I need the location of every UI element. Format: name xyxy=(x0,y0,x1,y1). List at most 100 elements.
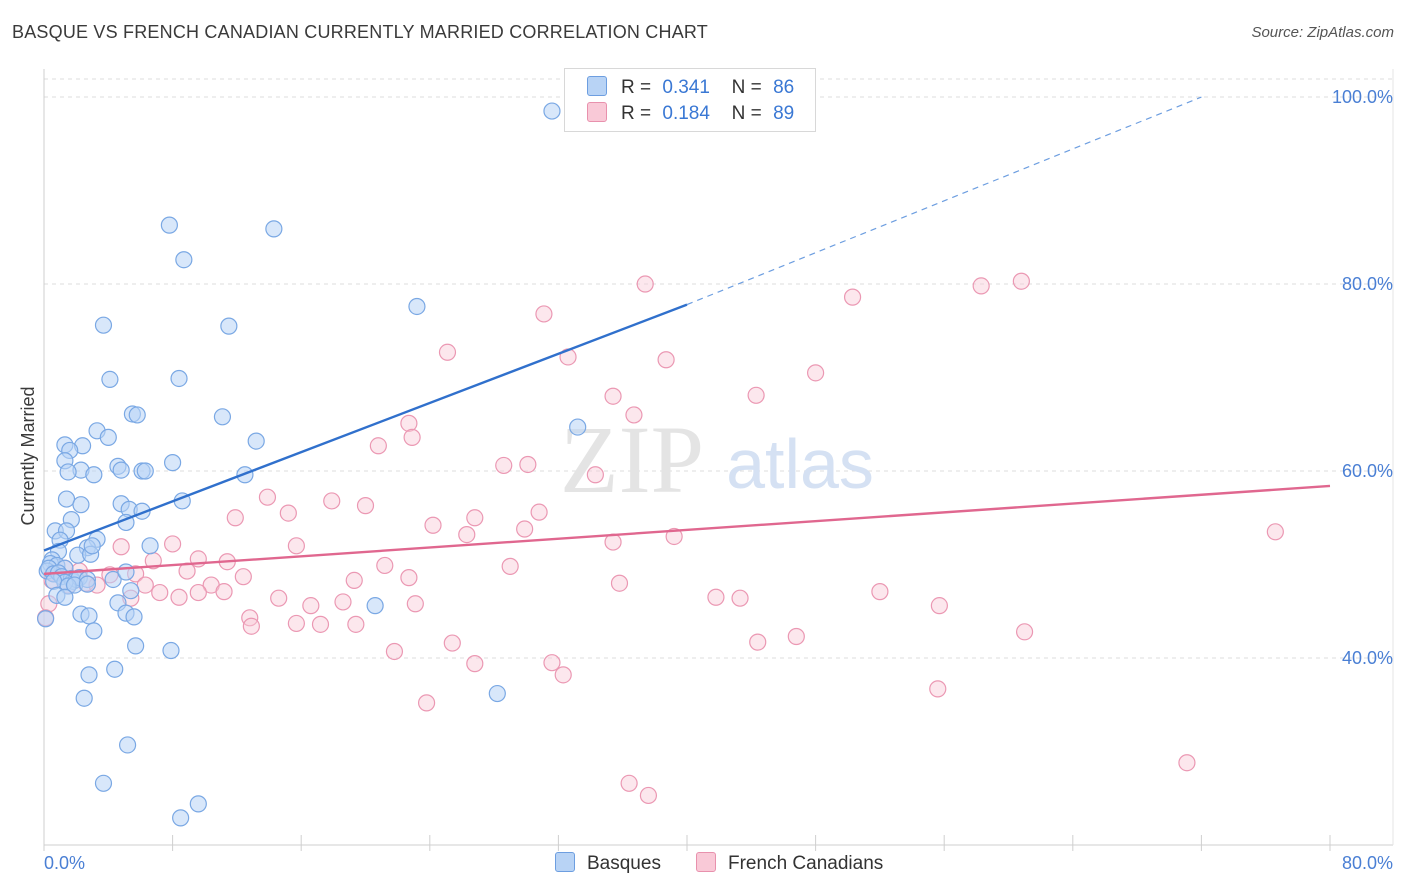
french-canadians-point xyxy=(311,615,330,633)
axes xyxy=(43,69,1394,851)
basques-point xyxy=(56,588,74,606)
basques-point xyxy=(172,809,190,827)
french-canadians-point xyxy=(347,615,365,633)
legend-n-label: N = xyxy=(731,103,762,124)
bottom-legend-label-basques: Basques xyxy=(587,853,661,874)
french-canadians-point xyxy=(843,288,862,306)
bottom-legend-label-french-canadians: French Canadians xyxy=(728,853,884,874)
legend-r-value-french-canadians: 0.184 xyxy=(662,103,710,124)
french-canadians-point xyxy=(242,617,260,635)
basques-trend-line xyxy=(43,303,688,552)
legend-n-value-french-canadians: 89 xyxy=(773,103,795,124)
french-canadians-point xyxy=(806,364,825,382)
basques-point xyxy=(85,466,103,484)
basques-point xyxy=(164,454,182,472)
french-canadians-point xyxy=(151,583,169,602)
french-canadians-point xyxy=(787,627,805,646)
x-tick-label-max: 80.0% xyxy=(1342,853,1393,873)
french-canadians-point xyxy=(438,343,457,361)
basques-point xyxy=(94,316,113,334)
french-canadians-point xyxy=(356,497,375,515)
basques-point xyxy=(75,689,93,707)
basques-point xyxy=(117,563,135,581)
french-canadians-point xyxy=(400,569,418,587)
legend-row-basques: R = 0.341 N = 86 xyxy=(587,76,794,100)
french-canadians-point xyxy=(495,456,513,475)
french-canadians-point xyxy=(466,509,484,527)
french-canadians-point xyxy=(554,666,572,684)
french-canadians-point xyxy=(400,414,418,432)
watermark: ZIP atlas xyxy=(560,406,874,513)
french-canadians-point xyxy=(164,535,182,553)
legend-r-label: R = xyxy=(621,77,652,98)
french-canadians-point xyxy=(443,634,461,652)
french-canadians-point xyxy=(406,595,424,613)
basques-point xyxy=(45,572,63,590)
basques-point xyxy=(118,736,137,754)
basques-point xyxy=(213,408,232,426)
y-axis-label: Currently Married xyxy=(18,386,38,525)
french-canadians-point xyxy=(403,428,421,446)
french-canadians-point xyxy=(369,437,387,455)
basques-point xyxy=(104,570,122,589)
basques-point xyxy=(569,418,587,436)
basques-point xyxy=(136,462,154,480)
basques-point xyxy=(80,666,98,684)
french-canadians-legend-icon xyxy=(696,852,716,872)
basques-point xyxy=(37,610,55,628)
french-canadians-point xyxy=(189,583,207,602)
bottom-legend-french-canadians: French Canadians xyxy=(696,852,883,875)
y-tick-label: 60.0% xyxy=(1342,461,1393,481)
bottom-legend-basques: Basques xyxy=(555,852,661,875)
legend-n-value-basques: 86 xyxy=(773,77,795,98)
basques-point xyxy=(265,220,283,238)
basques-point xyxy=(141,537,159,555)
y-tick-labels: 40.0% 60.0% 80.0% 100.0% xyxy=(1332,87,1393,668)
basques-point xyxy=(160,216,178,234)
french-canadians-point xyxy=(972,277,990,295)
source-label: Source: ZipAtlas.com xyxy=(1251,24,1394,41)
french-canadians-point xyxy=(385,642,404,661)
french-canadians-point xyxy=(519,455,537,474)
basques-point xyxy=(127,637,145,655)
basques-point xyxy=(99,428,117,446)
basques-point xyxy=(128,406,146,424)
french-canadians-point xyxy=(170,588,188,606)
basques-legend-icon xyxy=(555,852,575,872)
french-canadians-point xyxy=(345,571,363,590)
french-canadians-point xyxy=(604,387,622,405)
stats-legend: R = 0.341 N = 86 R = 0.184 N = 89 xyxy=(564,68,816,132)
basques-point xyxy=(122,582,140,600)
basques-point xyxy=(112,461,130,479)
french-canadians-point xyxy=(136,576,154,594)
french-canadians-point xyxy=(302,597,320,615)
y-tick-label: 80.0% xyxy=(1342,274,1393,294)
french-canadians-swatch-icon xyxy=(587,102,607,122)
legend-r-value-basques: 0.341 xyxy=(662,77,710,98)
french-canadians-point xyxy=(258,488,277,506)
french-canadians-point xyxy=(610,574,629,592)
basques-point xyxy=(247,432,265,450)
french-canadians-point xyxy=(871,583,889,601)
basques-point xyxy=(72,496,90,514)
basques-point xyxy=(543,102,561,120)
french-canadians-point xyxy=(731,589,749,607)
french-canadians-trend-line xyxy=(43,484,1331,576)
french-canadians-point xyxy=(749,633,767,651)
french-canadians-point xyxy=(1012,272,1030,290)
basques-swatch-icon xyxy=(587,76,607,96)
basques-point xyxy=(366,597,384,615)
french-canadians-point xyxy=(665,527,683,546)
basques-point xyxy=(175,251,193,269)
basques-point xyxy=(220,317,238,335)
basques-point xyxy=(162,641,180,660)
legend-n-label: N = xyxy=(731,77,762,98)
french-canadians-point xyxy=(501,557,519,575)
french-canadians-point xyxy=(424,516,442,534)
basques-point xyxy=(101,370,119,388)
french-canadians-point xyxy=(1178,754,1196,772)
basques-point xyxy=(170,369,188,388)
french-canadians-point xyxy=(1015,623,1034,641)
chart-title: BASQUE VS FRENCH CANADIAN CURRENTLY MARR… xyxy=(12,22,708,42)
